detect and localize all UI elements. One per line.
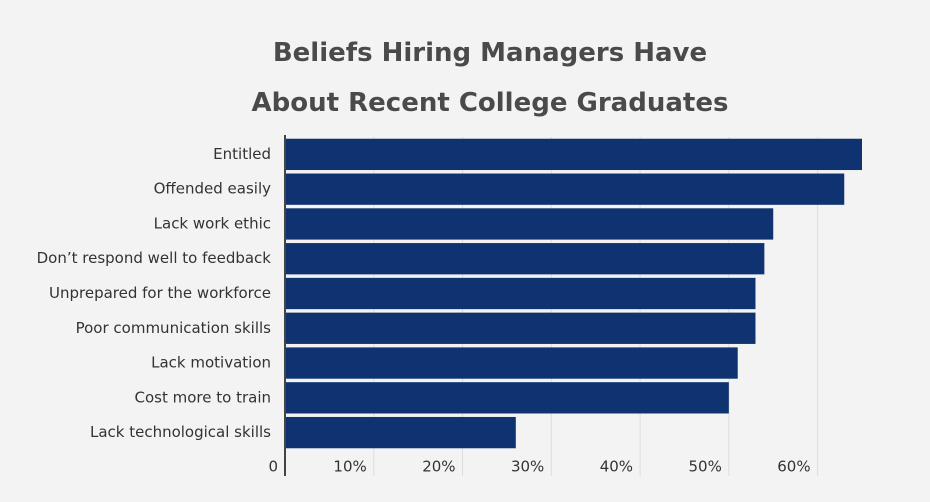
y-tick-label: Entitled [213,145,271,163]
x-tick-label: 60% [777,458,810,476]
bar [285,243,765,275]
y-tick-label: Lack motivation [151,354,271,372]
bar [285,382,729,414]
x-tick-label: 0 [268,458,278,476]
bar [285,416,516,449]
bar [285,208,774,240]
x-tick-label: 30% [511,458,544,476]
y-tick-label: Cost more to train [135,388,271,406]
y-tick-label: Lack work ethic [154,214,271,232]
x-tick-label: 50% [689,458,722,476]
chart-title: Beliefs Hiring Managers Have About Recen… [251,38,729,118]
bar [285,138,862,171]
bar [285,277,756,310]
bar [285,347,738,379]
x-tick-label: 10% [333,458,366,476]
y-tick-label: Unprepared for the workforce [49,284,271,302]
y-tick-label: Offended easily [154,180,271,198]
x-tick-label: 40% [600,458,633,476]
y-tick-label: Lack technological skills [90,423,271,441]
y-tick-label: Don’t respond well to feedback [37,249,272,267]
x-tick-label: 20% [422,458,455,476]
y-tick-label: Poor communication skills [76,319,272,337]
bar [285,312,756,344]
bar [285,173,845,205]
